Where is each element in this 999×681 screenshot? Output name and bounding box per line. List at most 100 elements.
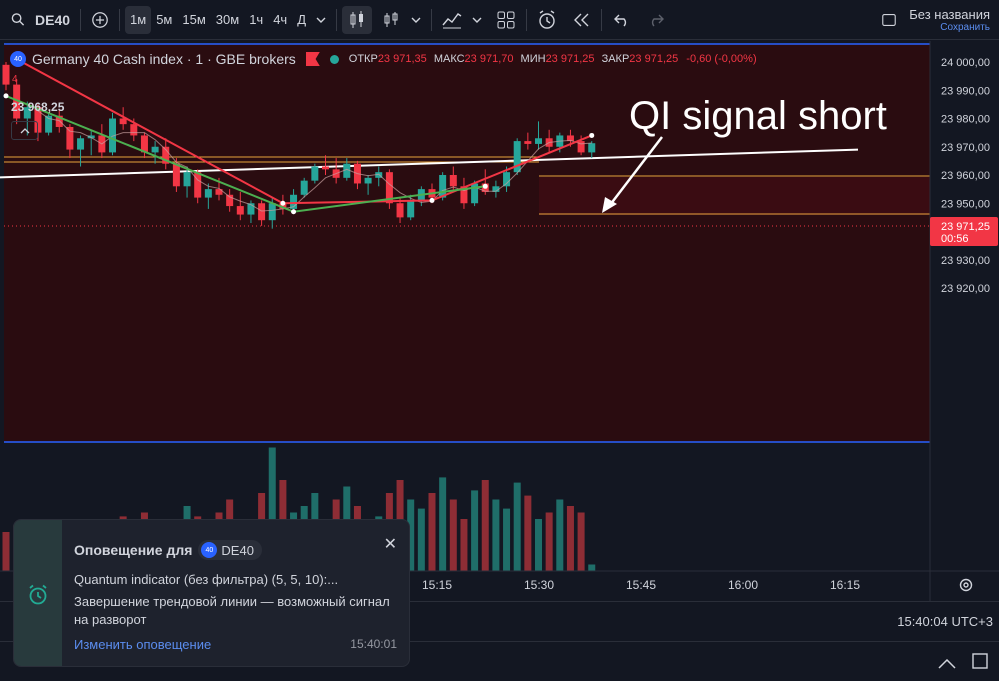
top-toolbar: DE40 1м 5м 15м 30м 1ч 4ч Д Без на — [0, 0, 999, 40]
candle[interactable] — [449, 175, 457, 187]
time-tick: 15:45 — [626, 578, 656, 592]
indicators-icon[interactable] — [437, 6, 467, 34]
candle[interactable] — [492, 186, 500, 192]
chart-area[interactable]: QI signal short 24 000,00 23 990,00 23 980,… — [0, 41, 999, 601]
close-icon[interactable]: ✕ — [383, 536, 397, 553]
candle[interactable] — [66, 126, 74, 150]
replay-icon[interactable] — [566, 6, 596, 34]
candle[interactable] — [290, 194, 298, 209]
divider — [80, 8, 82, 31]
interval-5[interactable]: 4ч — [273, 12, 288, 27]
candles-chart-type-icon[interactable] — [342, 5, 373, 34]
white-trendline[interactable] — [0, 148, 859, 179]
candle[interactable] — [588, 143, 596, 153]
alert-clock-icon[interactable] — [532, 6, 562, 34]
maximize-panel-icon[interactable] — [972, 653, 988, 674]
interval-2[interactable]: 15м — [182, 12, 206, 27]
candle[interactable] — [566, 135, 574, 142]
candle[interactable] — [236, 206, 244, 215]
price-chart[interactable]: QI signal short 24 000,00 23 990,00 23 980,… — [0, 41, 999, 601]
candle[interactable] — [77, 138, 85, 150]
candle[interactable] — [300, 180, 308, 195]
alert-symbol-badge[interactable]: 40 DE40 — [198, 540, 262, 560]
expand-panel-icon[interactable] — [938, 656, 956, 674]
red-trendline[interactable] — [16, 58, 593, 205]
candle[interactable] — [151, 146, 159, 153]
candle[interactable] — [130, 124, 138, 136]
candle[interactable] — [471, 183, 479, 204]
candle[interactable] — [247, 203, 255, 215]
bar-chart-type-icon[interactable] — [376, 6, 406, 34]
candle[interactable] — [194, 172, 202, 198]
candle[interactable] — [268, 203, 276, 221]
layout-grid-icon[interactable] — [491, 6, 521, 34]
flag-icon[interactable] — [305, 52, 320, 66]
layout-checkbox-icon[interactable] — [877, 6, 901, 34]
candle[interactable] — [55, 115, 63, 127]
candle[interactable] — [396, 203, 404, 218]
candle[interactable] — [13, 84, 21, 119]
symbol-search-button[interactable]: DE40 — [35, 11, 71, 28]
candle[interactable] — [439, 175, 447, 198]
candle[interactable] — [577, 141, 585, 153]
interval-6[interactable]: Д — [297, 12, 307, 27]
search-icon[interactable] — [6, 6, 30, 34]
last-price-label — [930, 217, 998, 246]
edit-alert-link[interactable]: Изменить оповещение — [74, 637, 212, 652]
volume-bar — [503, 508, 511, 571]
candle[interactable] — [109, 118, 116, 153]
chart-type-dropdown-icon[interactable] — [406, 6, 426, 34]
interval-dropdown-icon[interactable] — [311, 6, 331, 34]
candle[interactable] — [535, 138, 542, 144]
interval-4[interactable]: 1ч — [249, 12, 264, 27]
interval-0[interactable]: 1м — [125, 5, 152, 34]
candle[interactable] — [322, 166, 329, 170]
layout-name-button[interactable]: Без названия Сохранить — [909, 7, 990, 33]
annotation-arrowhead — [602, 197, 617, 213]
candle[interactable] — [258, 203, 266, 221]
candle[interactable] — [204, 189, 212, 198]
candle[interactable] — [513, 141, 521, 173]
add-symbol-icon[interactable] — [86, 6, 114, 34]
redo-icon[interactable] — [641, 6, 671, 34]
clock-time[interactable]: 15:40:04 UTC+3 — [897, 614, 993, 629]
candle[interactable] — [226, 194, 234, 207]
price-axis[interactable] — [930, 41, 999, 601]
candle[interactable] — [460, 186, 468, 204]
candle[interactable] — [183, 172, 191, 187]
divider — [526, 8, 528, 31]
chart-settings-icon[interactable] — [958, 577, 974, 593]
candle[interactable] — [119, 118, 127, 125]
interval-1[interactable]: 5м — [156, 12, 173, 27]
volume-bar — [268, 447, 276, 571]
candle[interactable] — [34, 107, 42, 133]
candle[interactable] — [343, 163, 351, 178]
chart-title[interactable]: Germany 40 Cash index · 1 · GBE brokers — [32, 51, 296, 67]
volume-bar — [513, 482, 521, 571]
interval-3[interactable]: 30м — [215, 12, 240, 27]
candle[interactable] — [2, 64, 10, 85]
candle[interactable] — [375, 172, 383, 178]
candle[interactable] — [45, 115, 53, 133]
indicators-dropdown-icon[interactable] — [467, 6, 487, 34]
collapse-legend-button[interactable] — [11, 121, 38, 140]
alert-notification[interactable]: Оповещение для 40 DE40 ✕ Quantum indicato… — [13, 519, 410, 667]
candle[interactable] — [503, 172, 511, 187]
candle[interactable] — [364, 177, 372, 184]
candle[interactable] — [279, 203, 287, 209]
price-tick: 23 980,00 — [941, 114, 990, 126]
candle[interactable] — [215, 189, 223, 195]
candle[interactable] — [23, 107, 31, 119]
candle[interactable] — [524, 141, 532, 144]
candle[interactable] — [87, 135, 95, 139]
candle[interactable] — [162, 146, 170, 164]
undo-icon[interactable] — [607, 6, 637, 34]
trendline-point — [3, 93, 9, 99]
candle[interactable] — [407, 200, 415, 218]
candle[interactable] — [172, 163, 180, 187]
candle[interactable] — [140, 135, 148, 153]
candle[interactable] — [385, 172, 393, 204]
candle[interactable] — [311, 166, 319, 181]
high-label: МАКС — [433, 53, 465, 65]
open-label: ОТКР — [348, 53, 378, 65]
